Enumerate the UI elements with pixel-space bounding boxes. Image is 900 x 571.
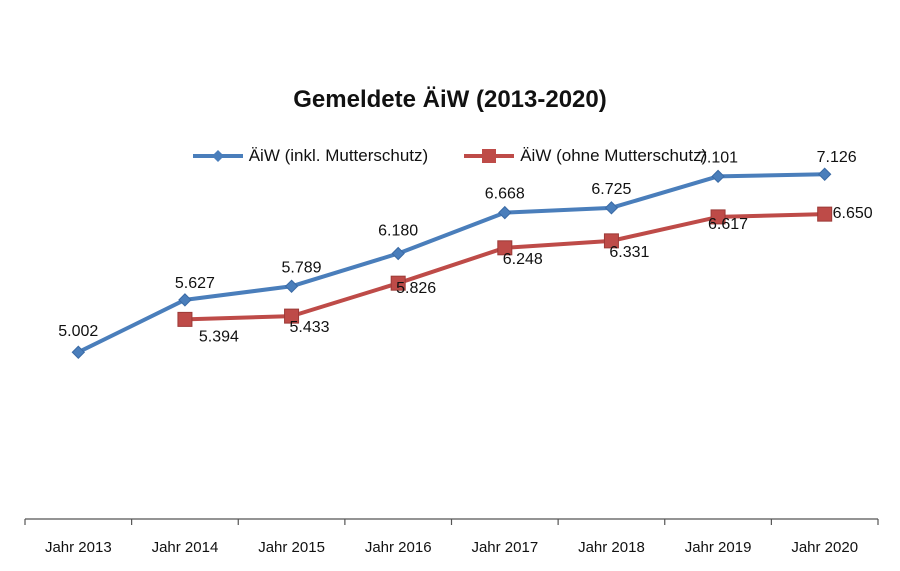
data-label: 6.725 (591, 181, 631, 198)
x-tick-label: Jahr 2013 (45, 539, 112, 556)
data-label: 6.180 (378, 223, 418, 240)
data-point-square (390, 275, 406, 291)
data-point-square (817, 206, 833, 222)
x-tick-label: Jahr 2019 (685, 539, 752, 556)
data-point-square (497, 240, 513, 256)
data-label: 6.617 (708, 216, 748, 233)
legend-line-square-icon (464, 149, 515, 163)
data-label: 5.394 (199, 328, 239, 345)
legend-label-ohne: ÄiW (ohne Mutterschutz) (520, 146, 708, 165)
data-label: 5.433 (290, 319, 330, 336)
x-tick-label: Jahr 2020 (791, 539, 858, 556)
data-point-square (603, 233, 619, 249)
data-label: 5.789 (282, 259, 322, 276)
data-point-diamond (498, 205, 512, 220)
data-label: 7.101 (698, 149, 738, 166)
legend-line-diamond-icon (192, 150, 243, 162)
data-point-square (177, 311, 193, 327)
series-line (77, 172, 825, 355)
legend-item-ohne: ÄiW (ohne Mutterschutz) (464, 146, 707, 166)
data-point-diamond (178, 293, 192, 307)
data-label: 6.248 (503, 251, 543, 268)
data-point-diamond (604, 201, 619, 215)
x-tick-label: Jahr 2017 (471, 539, 538, 556)
data-point-diamond (391, 246, 405, 261)
data-point-square (284, 308, 300, 324)
legend-item-inkl: ÄiW (inkl. Mutterschutz) (192, 146, 429, 166)
data-label: 5.826 (396, 280, 436, 297)
x-tick-label: Jahr 2014 (152, 539, 219, 556)
x-tick-label: Jahr 2016 (365, 539, 432, 556)
data-label: 6.650 (833, 205, 873, 222)
x-tick-label: Jahr 2018 (578, 539, 645, 556)
data-point-diamond (817, 167, 832, 181)
legend-label-inkl: ÄiW (inkl. Mutterschutz) (248, 146, 429, 165)
data-label: 6.668 (485, 186, 525, 203)
data-label: 5.002 (58, 323, 98, 340)
data-label: 7.126 (817, 149, 857, 166)
legend: ÄiW (inkl. Mutterschutz) ÄiW (ohne Mutte… (0, 146, 900, 166)
data-point-square (710, 209, 726, 225)
data-point-diamond (284, 279, 299, 293)
x-tick-label: Jahr 2015 (258, 539, 325, 556)
chart-title: Gemeldete ÄiW (2013-2020) (293, 86, 607, 113)
data-point-diamond (711, 169, 725, 184)
data-label: 6.331 (609, 244, 649, 261)
data-label: 5.627 (175, 275, 215, 292)
data-point-diamond (71, 345, 86, 359)
